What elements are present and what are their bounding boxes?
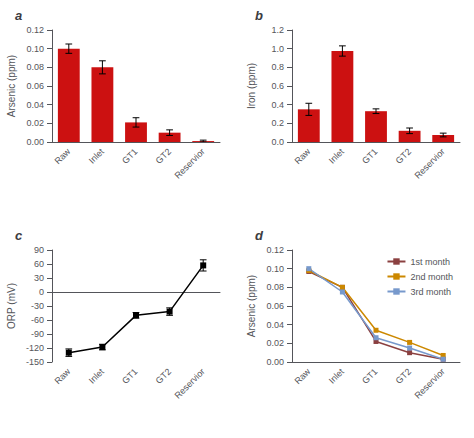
svg-text:0.10: 0.10 (266, 264, 284, 274)
svg-text:GT1: GT1 (120, 146, 139, 165)
svg-text:Arsenic (ppm): Arsenic (ppm) (6, 55, 17, 117)
svg-text:GT1: GT1 (120, 366, 139, 385)
svg-text:Arsenic (ppm): Arsenic (ppm) (246, 275, 257, 337)
svg-text:Reservior: Reservior (172, 366, 206, 400)
svg-text:Raw: Raw (53, 146, 73, 166)
svg-text:0.12: 0.12 (266, 245, 284, 255)
svg-text:Raw: Raw (293, 146, 313, 166)
svg-text:Reservior: Reservior (412, 366, 446, 400)
svg-text:0.4: 0.4 (271, 100, 284, 110)
svg-text:3rd month: 3rd month (410, 287, 451, 297)
svg-text:1.2: 1.2 (271, 25, 284, 35)
svg-text:GT1: GT1 (360, 366, 379, 385)
svg-text:GT1: GT1 (360, 146, 379, 165)
svg-text:Iron (ppm): Iron (ppm) (246, 63, 257, 109)
svg-text:0.2: 0.2 (271, 118, 284, 128)
svg-text:Raw: Raw (53, 366, 73, 386)
svg-text:GT2: GT2 (154, 146, 173, 165)
svg-text:Inlet: Inlet (87, 146, 106, 165)
svg-text:30: 30 (34, 273, 44, 283)
svg-text:Reservior: Reservior (172, 146, 206, 180)
svg-text:0.6: 0.6 (271, 81, 284, 91)
svg-text:0.0: 0.0 (271, 137, 284, 147)
svg-text:0.06: 0.06 (26, 81, 44, 91)
svg-text:GT2: GT2 (154, 366, 173, 385)
svg-text:0.02: 0.02 (266, 338, 284, 348)
svg-text:0: 0 (39, 287, 44, 297)
svg-text:2nd month: 2nd month (410, 272, 453, 282)
svg-text:-120: -120 (26, 343, 44, 353)
svg-text:0.04: 0.04 (266, 320, 284, 330)
svg-text:Raw: Raw (293, 366, 313, 386)
svg-text:b: b (255, 8, 263, 23)
svg-text:c: c (15, 228, 23, 243)
svg-text:0.08: 0.08 (26, 62, 44, 72)
svg-text:GT2: GT2 (394, 366, 413, 385)
svg-text:-150: -150 (26, 357, 44, 367)
svg-text:1.0: 1.0 (271, 44, 284, 54)
svg-text:Inlet: Inlet (327, 146, 346, 165)
svg-text:-30: -30 (31, 301, 44, 311)
svg-text:Inlet: Inlet (327, 366, 346, 385)
svg-text:0.12: 0.12 (26, 25, 44, 35)
svg-text:a: a (15, 8, 22, 23)
svg-text:Reservior: Reservior (412, 146, 446, 180)
svg-text:0.04: 0.04 (26, 100, 44, 110)
svg-text:90: 90 (34, 245, 44, 255)
svg-text:0.00: 0.00 (266, 357, 284, 367)
svg-text:Inlet: Inlet (87, 366, 106, 385)
svg-text:0.06: 0.06 (266, 301, 284, 311)
svg-text:GT2: GT2 (394, 146, 413, 165)
svg-text:0.08: 0.08 (266, 282, 284, 292)
svg-text:-60: -60 (31, 315, 44, 325)
svg-text:ORP (mV): ORP (mV) (6, 283, 17, 329)
svg-text:-90: -90 (31, 329, 44, 339)
svg-text:0.00: 0.00 (26, 137, 44, 147)
svg-text:0.8: 0.8 (271, 62, 284, 72)
svg-text:0.10: 0.10 (26, 44, 44, 54)
svg-text:d: d (255, 228, 264, 243)
svg-text:60: 60 (34, 259, 44, 269)
svg-text:1st month: 1st month (410, 257, 450, 267)
svg-text:0.02: 0.02 (26, 118, 44, 128)
